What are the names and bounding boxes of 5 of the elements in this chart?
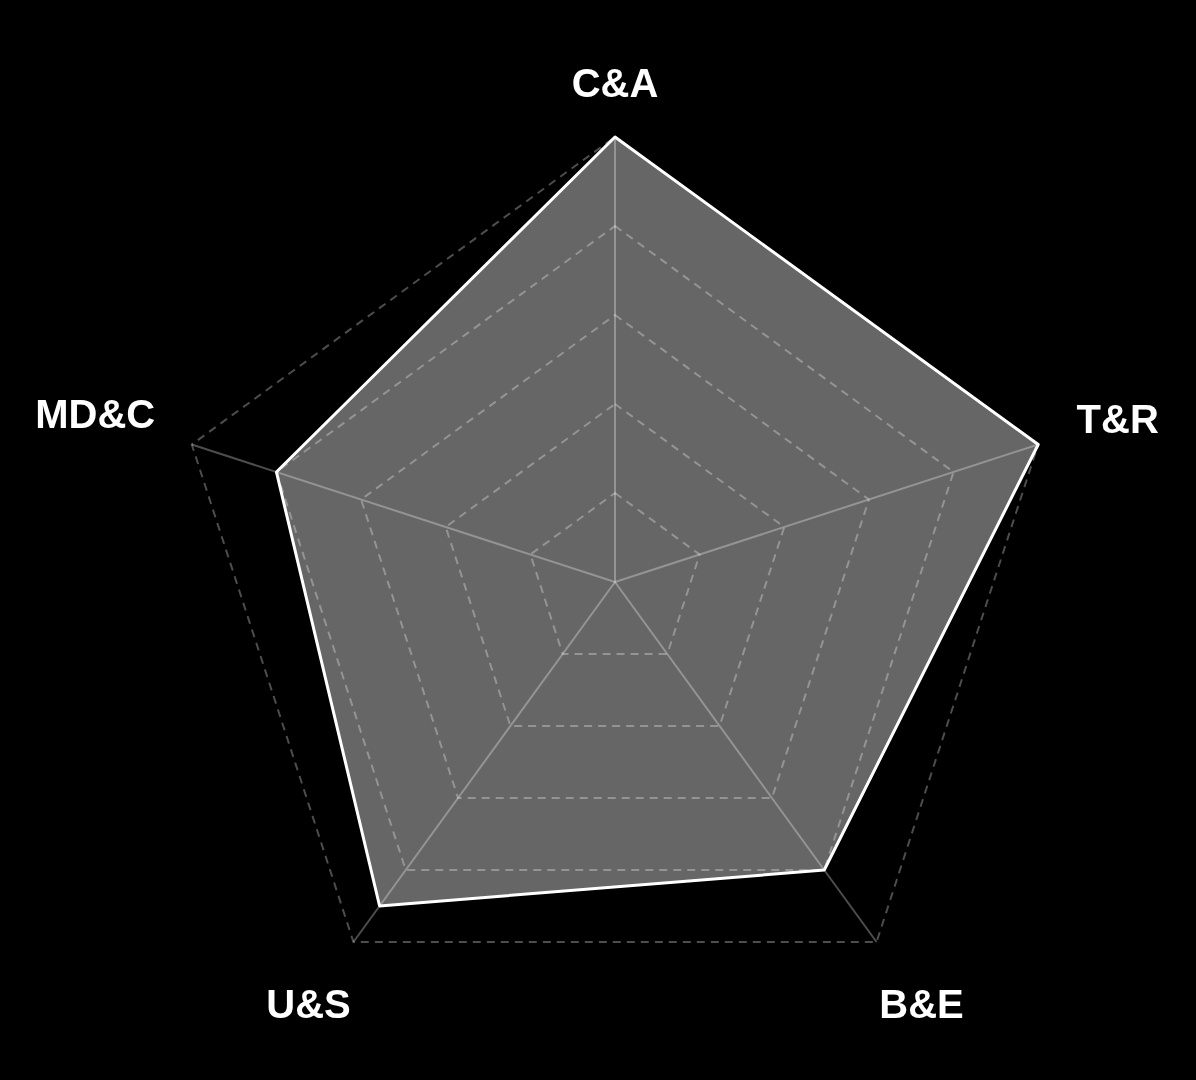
spoke-label: B&E: [879, 982, 964, 1027]
spoke-label: MD&C: [35, 391, 156, 436]
spoke-label: C&A: [571, 61, 659, 105]
spoke-label: U&S: [266, 982, 351, 1027]
spoke-label: T&R: [1076, 397, 1159, 442]
